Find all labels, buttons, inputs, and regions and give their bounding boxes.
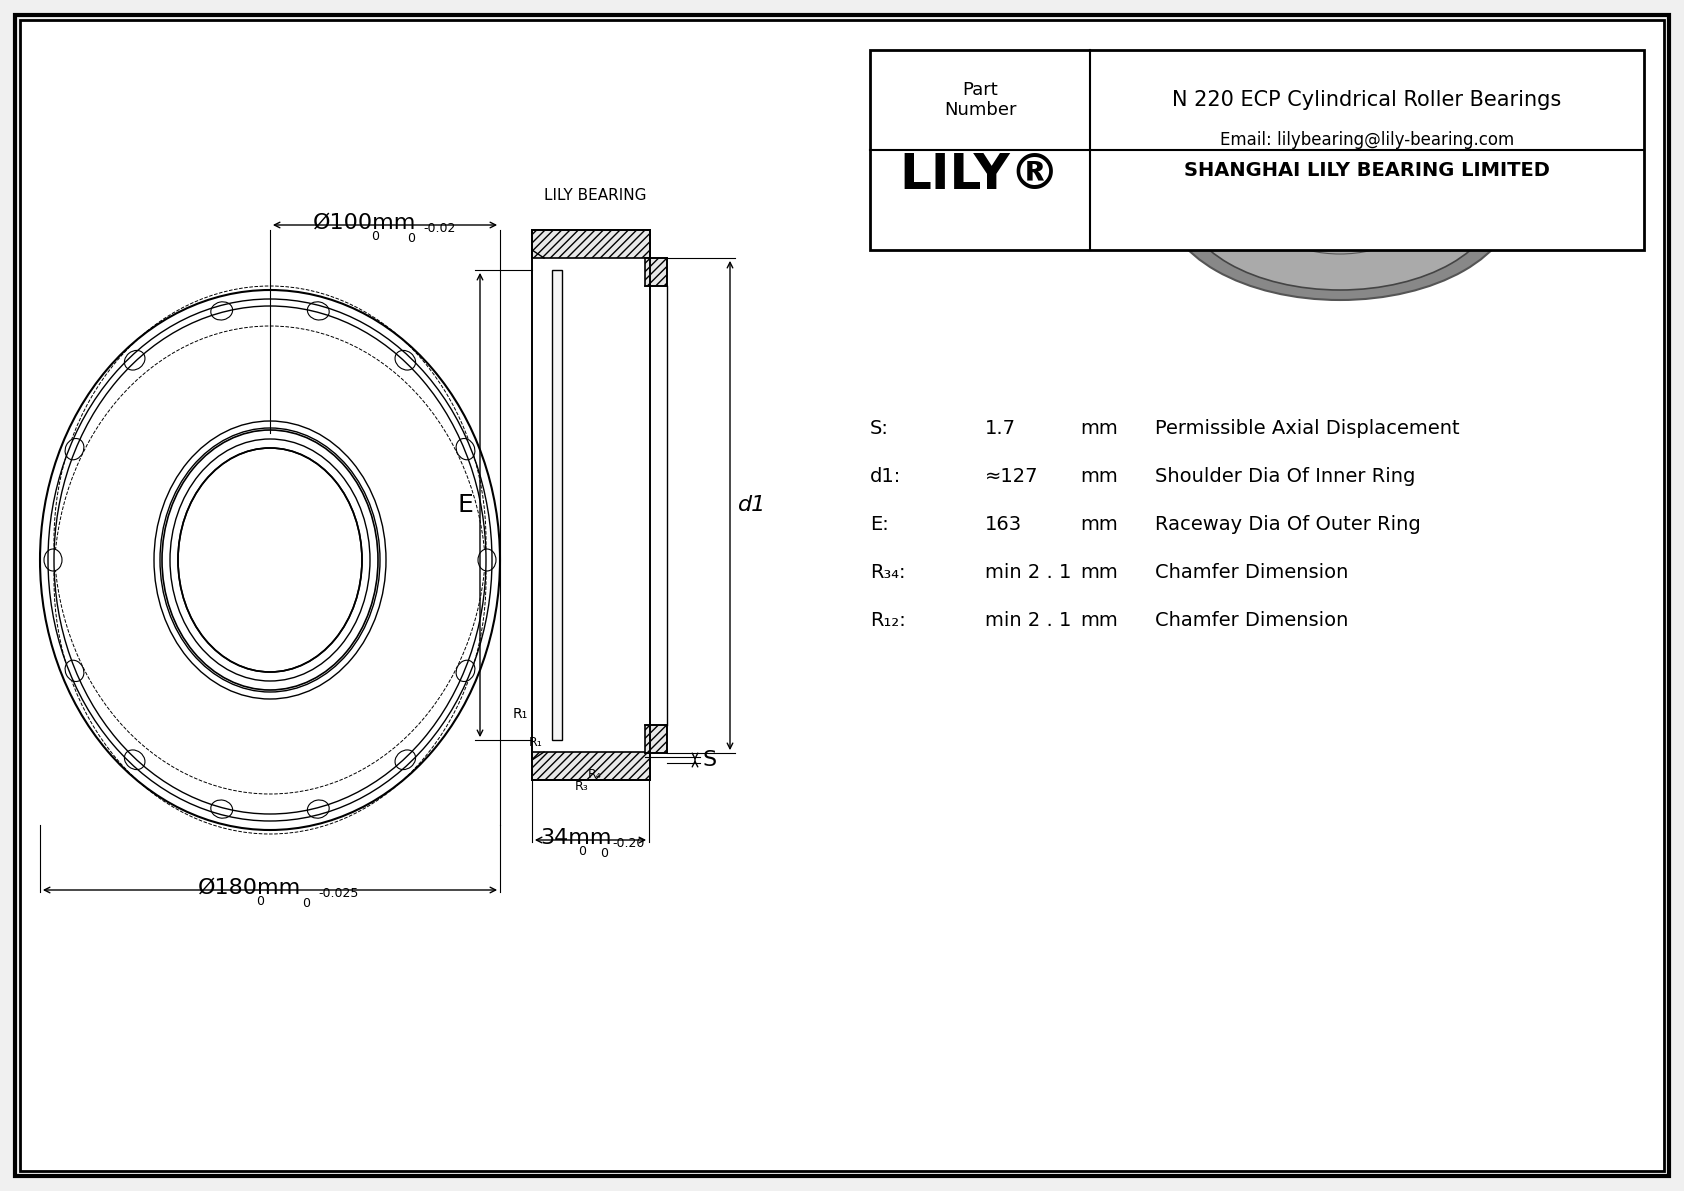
Bar xyxy=(532,752,650,780)
Text: -0.02: -0.02 xyxy=(423,222,455,235)
Bar xyxy=(645,725,667,753)
Text: R₁: R₁ xyxy=(529,736,542,748)
Ellipse shape xyxy=(66,660,84,681)
Ellipse shape xyxy=(456,438,475,460)
Text: ≈127: ≈127 xyxy=(985,467,1039,486)
Text: N 220 ECP Cylindrical Roller Bearings: N 220 ECP Cylindrical Roller Bearings xyxy=(1172,91,1561,110)
Text: Email: lilybearing@lily-bearing.com: Email: lilybearing@lily-bearing.com xyxy=(1219,131,1514,149)
Bar xyxy=(532,230,650,780)
Ellipse shape xyxy=(125,350,145,370)
Text: -0.025: -0.025 xyxy=(318,887,359,900)
Text: min 2 . 1: min 2 . 1 xyxy=(985,562,1071,581)
Text: R₁₂:: R₁₂: xyxy=(871,611,906,630)
Ellipse shape xyxy=(396,750,416,769)
Text: d1: d1 xyxy=(738,495,766,515)
Text: min 2 . 1: min 2 . 1 xyxy=(985,611,1071,630)
Ellipse shape xyxy=(1165,100,1516,300)
Ellipse shape xyxy=(396,350,416,370)
Ellipse shape xyxy=(1234,135,1445,166)
Ellipse shape xyxy=(179,448,362,672)
Text: -0.20: -0.20 xyxy=(613,837,645,850)
Text: 1.7: 1.7 xyxy=(985,418,1015,437)
Text: 0: 0 xyxy=(601,847,608,860)
Text: 0: 0 xyxy=(370,230,379,243)
Text: S: S xyxy=(702,750,717,771)
Ellipse shape xyxy=(210,800,232,818)
Ellipse shape xyxy=(308,800,328,818)
Text: Chamfer Dimension: Chamfer Dimension xyxy=(1155,611,1349,630)
Ellipse shape xyxy=(66,438,84,460)
Text: mm: mm xyxy=(1079,515,1118,534)
Text: R₁: R₁ xyxy=(512,707,529,721)
Bar xyxy=(552,270,562,740)
Text: R₄: R₄ xyxy=(588,767,601,780)
Text: 0: 0 xyxy=(301,897,310,910)
Text: Ø180mm: Ø180mm xyxy=(199,878,301,898)
Bar xyxy=(532,230,650,258)
Ellipse shape xyxy=(44,549,62,570)
Text: mm: mm xyxy=(1079,467,1118,486)
Ellipse shape xyxy=(125,750,145,769)
Text: Ø100mm: Ø100mm xyxy=(313,213,416,233)
Ellipse shape xyxy=(1265,157,1415,243)
Ellipse shape xyxy=(210,301,232,320)
Text: R₃: R₃ xyxy=(576,780,589,793)
Text: LILY®: LILY® xyxy=(899,151,1061,199)
Text: R₃₄:: R₃₄: xyxy=(871,562,906,581)
Text: mm: mm xyxy=(1079,418,1118,437)
Text: 0: 0 xyxy=(408,232,414,245)
Text: E: E xyxy=(456,493,473,517)
Text: 0: 0 xyxy=(579,844,586,858)
Ellipse shape xyxy=(308,301,328,320)
Bar xyxy=(871,50,1644,250)
Ellipse shape xyxy=(1182,110,1497,289)
Text: Raceway Dia Of Outer Ring: Raceway Dia Of Outer Ring xyxy=(1155,515,1421,534)
Text: 34mm: 34mm xyxy=(541,828,611,848)
Text: E:: E: xyxy=(871,515,889,534)
Text: 163: 163 xyxy=(985,515,1022,534)
Text: Shoulder Dia Of Inner Ring: Shoulder Dia Of Inner Ring xyxy=(1155,467,1415,486)
Ellipse shape xyxy=(456,660,475,681)
Text: d1:: d1: xyxy=(871,467,901,486)
Ellipse shape xyxy=(478,549,497,570)
Bar xyxy=(645,258,667,286)
Text: Chamfer Dimension: Chamfer Dimension xyxy=(1155,562,1349,581)
Text: S:: S: xyxy=(871,418,889,437)
Text: mm: mm xyxy=(1079,611,1118,630)
Text: Permissible Axial Displacement: Permissible Axial Displacement xyxy=(1155,418,1460,437)
Polygon shape xyxy=(1165,200,1516,235)
Text: SHANGHAI LILY BEARING LIMITED: SHANGHAI LILY BEARING LIMITED xyxy=(1184,161,1549,180)
Text: mm: mm xyxy=(1079,562,1118,581)
Text: LILY BEARING: LILY BEARING xyxy=(544,187,647,202)
Text: Part
Number: Part Number xyxy=(943,81,1015,119)
Text: 0: 0 xyxy=(256,894,264,908)
